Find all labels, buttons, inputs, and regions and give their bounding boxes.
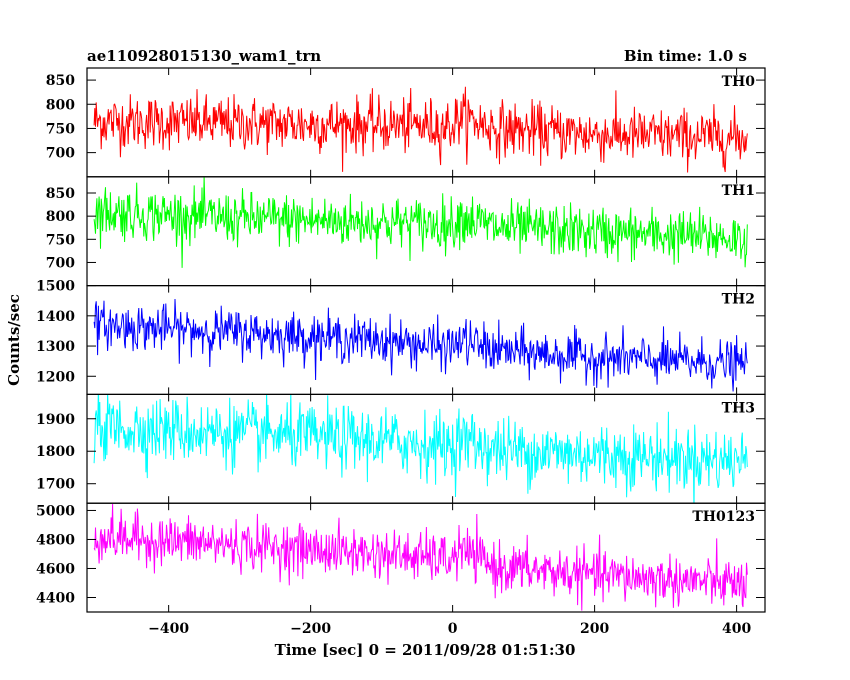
y-tick-label: 700 bbox=[46, 255, 75, 271]
y-tick-label: 750 bbox=[46, 121, 75, 137]
x-tick-label: 400 bbox=[722, 621, 751, 637]
y-tick-label: 1700 bbox=[36, 477, 75, 493]
panel-th2: 1200 1300 1400 1500 TH2 bbox=[36, 279, 766, 396]
y-tick-label: 4400 bbox=[36, 590, 75, 606]
y-tick-label: 1900 bbox=[36, 412, 75, 428]
y-tick-label: 1400 bbox=[36, 309, 75, 325]
y-tick-label: 1300 bbox=[36, 339, 75, 355]
series-line-th1 bbox=[93, 176, 748, 268]
series-line-th3 bbox=[93, 394, 748, 504]
x-tick-label: −200 bbox=[290, 621, 331, 637]
x-axis: −400 −200 0 200 400 bbox=[148, 621, 751, 637]
legend-label-th1: TH1 bbox=[722, 183, 755, 199]
chart-title: ae110928015130_wam1_trn bbox=[87, 47, 321, 65]
bin-time-label: Bin time: 1.0 s bbox=[624, 47, 747, 65]
y-tick-label: 5000 bbox=[36, 503, 75, 519]
legend-label-th0: TH0 bbox=[722, 74, 756, 90]
y-tick-label: 800 bbox=[46, 97, 75, 113]
y-axis-label: Counts/sec bbox=[5, 294, 23, 386]
y-tick-label: 4600 bbox=[36, 561, 75, 577]
x-tick-label: 0 bbox=[448, 621, 458, 637]
series-line-th0123 bbox=[93, 503, 748, 611]
x-tick-label: 200 bbox=[580, 621, 609, 637]
y-tick-label: 1200 bbox=[36, 369, 75, 385]
y-tick-label: 4800 bbox=[36, 532, 75, 548]
x-axis-label: Time [sec] 0 = 2011/09/28 01:51:30 bbox=[275, 641, 576, 659]
y-tick-label: 850 bbox=[46, 186, 75, 202]
y-tick-label: 1500 bbox=[36, 279, 75, 295]
x-tick-label: −400 bbox=[148, 621, 189, 637]
panels-group: 700 750 800 850 TH0 700 750 800 850 TH1 1200 1300 14… bbox=[36, 67, 766, 613]
series-line-th2 bbox=[93, 298, 748, 392]
legend-label-th0123: TH0123 bbox=[692, 509, 755, 525]
panel-th0123: 4400 4600 4800 5000 TH0123 bbox=[36, 502, 766, 613]
series-line-th0 bbox=[93, 86, 748, 173]
panel-th0: 700 750 800 850 TH0 bbox=[46, 67, 766, 178]
panel-th3: 1700 1800 1900 TH3 bbox=[36, 393, 766, 504]
panel-th1: 700 750 800 850 TH1 bbox=[46, 176, 766, 287]
y-tick-label: 750 bbox=[46, 232, 75, 248]
y-tick-label: 700 bbox=[46, 146, 75, 162]
legend-label-th3: TH3 bbox=[722, 400, 755, 416]
y-tick-label: 800 bbox=[46, 209, 75, 225]
legend-label-th2: TH2 bbox=[722, 292, 755, 308]
panel-frame bbox=[86, 502, 766, 613]
y-tick-label: 1800 bbox=[36, 444, 75, 460]
y-tick-label: 850 bbox=[46, 73, 75, 89]
